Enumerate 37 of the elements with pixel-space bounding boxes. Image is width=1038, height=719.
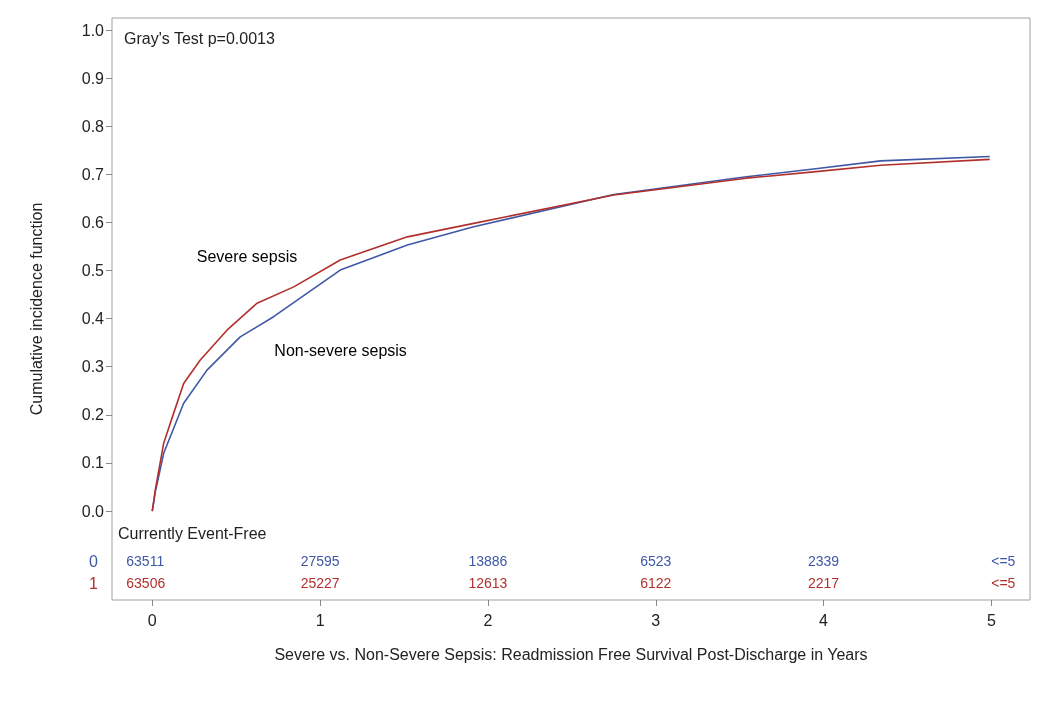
annotation: <=5 [991,575,1016,592]
annotation: 27595 [300,553,340,570]
annotation: 2217 [808,575,840,592]
series-label: Severe sepsis [196,247,298,265]
y-tick-label: 0.7 [81,165,105,183]
series-label: Non-severe sepsis [274,342,407,360]
y-tick-label: 0.0 [81,502,105,520]
x-tick-label: 3 [651,611,661,629]
annotation: 6523 [640,553,672,570]
x-tick-label: 0 [147,611,157,629]
y-tick-label: 0.4 [81,310,105,328]
text: 1 [89,574,99,592]
x-tick-label: 5 [986,611,996,629]
text: 0 [89,552,99,570]
y-tick-label: 0.8 [81,117,105,135]
annotation: 13886 [468,553,508,570]
annotation: 63506 [126,575,166,592]
y-tick-label: 0.2 [81,406,105,424]
y-axis-title: Cumulative incidence function [27,202,45,416]
x-axis-title: Severe vs. Non-Severe Sepsis: Readmission Free Survival Post-Discharge in Years [274,645,868,663]
annotation: Currently Event-Free [118,524,267,542]
y-tick-label: 0.6 [81,213,105,231]
x-tick-label: 4 [819,611,829,629]
annotation: 2339 [808,553,840,570]
annotation: 6122 [640,575,672,592]
x-tick-label: 1 [315,611,325,629]
annotation: Gray's Test p=0.0013 [124,29,275,47]
annotation: <=5 [991,553,1016,570]
annotation: 63511 [126,553,165,570]
y-tick-label: 0.9 [81,69,105,87]
y-tick-label: 0.1 [81,454,105,472]
y-tick-label: 1.0 [81,21,105,39]
y-tick-label: 0.5 [81,262,105,280]
y-tick-label: 0.3 [81,358,105,376]
annotation: 12613 [468,575,508,592]
annotation: 25227 [300,575,340,592]
x-tick-label: 2 [483,611,493,629]
